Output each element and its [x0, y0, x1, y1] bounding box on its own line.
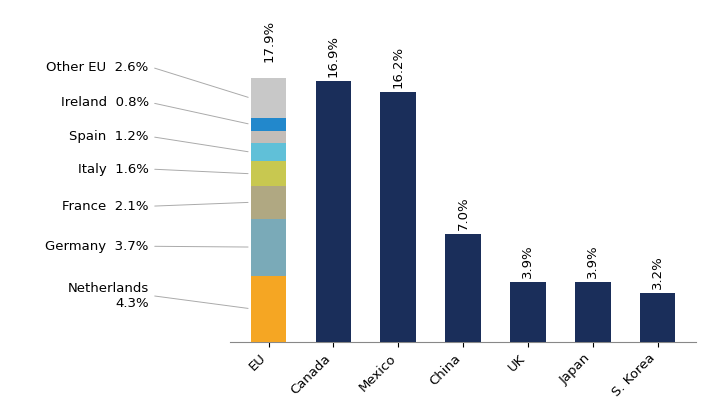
Bar [316, 81, 351, 342]
Text: Netherlands
4.3%: Netherlands 4.3% [67, 281, 149, 310]
Bar [251, 161, 286, 186]
Text: 16.9%: 16.9% [327, 35, 340, 77]
Text: 3.9%: 3.9% [521, 244, 534, 278]
Bar [445, 234, 481, 342]
Bar [575, 282, 610, 342]
Text: Italy  1.6%: Italy 1.6% [78, 163, 149, 176]
Text: 16.2%: 16.2% [392, 46, 405, 88]
Bar [251, 118, 286, 131]
Text: 17.9%: 17.9% [262, 20, 275, 62]
Text: 3.9%: 3.9% [587, 244, 600, 278]
Text: 7.0%: 7.0% [457, 196, 470, 230]
Bar [251, 131, 286, 143]
Bar [251, 219, 286, 276]
Text: Spain  1.2%: Spain 1.2% [69, 130, 149, 143]
Bar [381, 92, 416, 342]
Text: Germany  3.7%: Germany 3.7% [45, 240, 149, 253]
Text: France  2.1%: France 2.1% [62, 200, 149, 213]
Text: 3.2%: 3.2% [651, 255, 664, 289]
Bar [510, 282, 546, 342]
Bar [640, 293, 676, 342]
Bar [251, 186, 286, 219]
Bar [251, 276, 286, 342]
Text: Other EU  2.6%: Other EU 2.6% [47, 61, 149, 74]
Bar [251, 143, 286, 161]
Bar [251, 78, 286, 118]
Text: Ireland  0.8%: Ireland 0.8% [60, 96, 149, 109]
